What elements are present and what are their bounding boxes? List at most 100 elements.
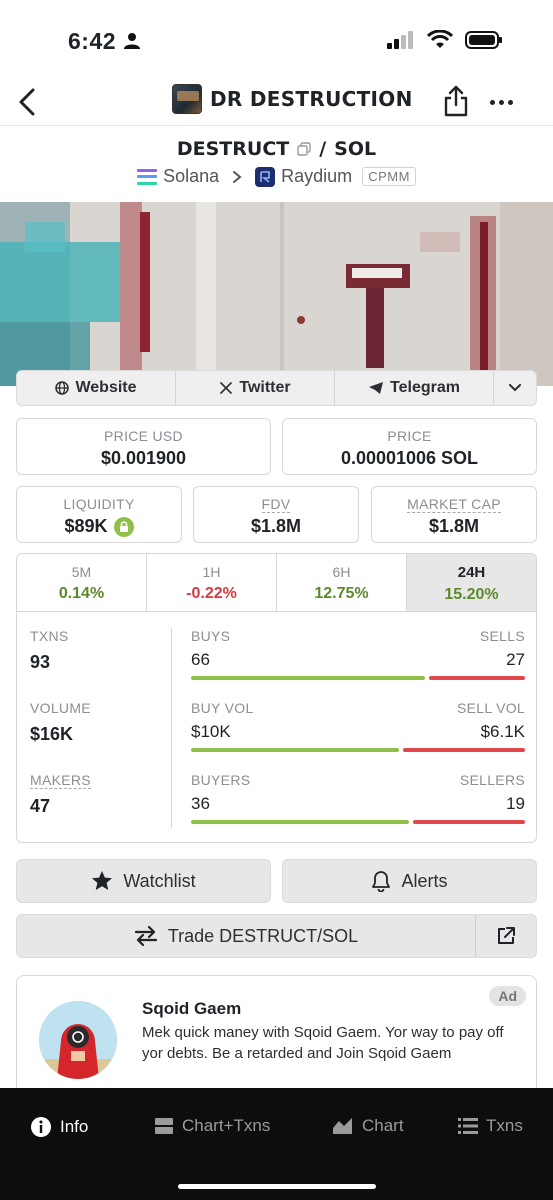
page-title: DR DESTRUCTION [210,87,413,111]
alerts-button[interactable]: Alerts [282,859,537,903]
copy-icon[interactable] [297,142,311,156]
home-indicator[interactable] [178,1184,376,1189]
more-options-button[interactable] [490,92,516,112]
bottom-nav: Info Chart+Txns Chart Txns [0,1088,553,1200]
nav-txns[interactable]: Txns [458,1116,523,1136]
divider [171,628,172,828]
market-cap-value: $1.8M [428,516,480,536]
more-links-dropdown[interactable] [494,371,536,405]
ad-title: Sqoid Gaem [142,999,242,1018]
area-chart-icon [333,1118,352,1134]
price-change: 15.20% [444,586,499,603]
twitter-link[interactable]: Twitter [176,371,335,405]
share-icon [444,85,468,117]
website-link[interactable]: Website [17,371,176,405]
txns-value: 93 [30,652,51,672]
nav-chart-txns[interactable]: Chart+Txns [154,1116,270,1136]
social-links-bar: Website Twitter Telegram [16,370,537,406]
x-logo-icon [220,381,233,395]
telegram-icon [369,382,384,394]
chevron-left-icon [19,88,35,116]
price-native-value: 0.00001006 SOL [340,448,479,468]
buyers-label: BUYERS [191,772,251,788]
pair-base: DESTRUCT [176,138,290,160]
nav-txns-label: Txns [486,1116,523,1135]
buys-value: 66 [191,650,210,669]
title-group: DR DESTRUCTION [172,84,413,114]
tab-1h[interactable]: 1H -0.22% [147,554,277,611]
buy-sell-vol-row: BUY VOL SELL VOL $10K $6.1K [191,700,525,752]
telegram-label: Telegram [390,379,460,396]
trade-bar: Trade DESTRUCT/SOL [16,914,537,958]
star-icon [92,871,113,890]
ad-avatar [39,1001,117,1079]
chain-dex[interactable]: Raydium [281,166,353,186]
tab-6h[interactable]: 6H 12.75% [277,554,407,611]
status-time: 6:42 [68,28,117,54]
twitter-label: Twitter [239,379,291,396]
txns-label: TXNS [30,628,69,644]
pair-separator: / [319,138,327,160]
price-usd-value: $0.001900 [100,448,187,468]
tab-label: 6H [332,564,351,580]
back-button[interactable] [12,84,42,120]
sells-label: SELLS [479,628,525,644]
external-trade-button[interactable] [476,915,536,957]
tab-5m[interactable]: 5M 0.14% [17,554,147,611]
sell-vol-label: SELL VOL [456,700,525,716]
dot [508,99,513,105]
list-icon [458,1118,478,1134]
fdv-box: FDV $1.8M [193,486,359,543]
nav-info[interactable]: Info [30,1116,88,1138]
liquidity-lock-icon[interactable] [113,516,134,537]
fdv-label: FDV [261,496,291,513]
chain-info: Solana Raydium CPMM [0,166,553,187]
sell-bar [429,676,525,680]
volume-value: $16K [30,724,74,744]
nav-chart[interactable]: Chart [332,1116,404,1136]
layout-icon [155,1118,173,1134]
raydium-icon [255,166,276,187]
watchlist-button[interactable]: Watchlist [16,859,271,903]
ad-badge: Ad [489,986,526,1006]
sell-vol-value: $6.1K [480,722,525,741]
watchlist-label: Watchlist [123,870,196,891]
signal-icon [387,31,413,49]
status-indicators [387,30,503,50]
buys-sells-row: BUYS SELLS 66 27 [191,628,525,680]
buyers-sellers-row: BUYERS SELLERS 36 19 [191,772,525,824]
ad-text: Mek quick maney with Sqoid Gaem. Yor way… [142,1024,504,1062]
trade-button[interactable]: Trade DESTRUCT/SOL [17,915,476,957]
info-icon [31,1117,51,1137]
nav-chart-label: Chart [362,1116,404,1135]
buy-bar [191,748,399,752]
buyers-value: 36 [191,794,210,813]
liquidity-value: $89K [64,516,108,536]
pair-name: DESTRUCT / SOL [0,138,553,160]
bell-icon [372,871,391,892]
trade-label: Trade DESTRUCT/SOL [167,925,359,946]
wifi-icon [427,30,453,48]
liquidity-value-row: $89K [17,516,181,537]
tab-label: 5M [71,564,92,580]
buy-vol-label: BUY VOL [191,700,254,716]
buy-bar [191,820,409,824]
sells-value: 27 [506,650,525,669]
buy-bar [191,676,426,680]
token-logo [172,84,202,114]
fdv-value: $1.8M [250,516,302,536]
tab-label: 1H [202,564,221,580]
website-label: Website [75,379,137,396]
buyers-bar [191,820,525,824]
chain-network[interactable]: Solana [163,166,220,186]
buy-vol-value: $10K [191,722,231,741]
tab-24h[interactable]: 24H 15.20% [407,554,536,611]
external-link-icon [498,927,515,944]
sellers-value: 19 [506,794,525,813]
battery-icon [465,31,502,49]
telegram-link[interactable]: Telegram [335,371,494,405]
buys-label: BUYS [191,628,231,644]
share-button[interactable] [443,84,469,118]
pair-quote: SOL [334,138,377,160]
makers-label: MAKERS [30,772,91,789]
